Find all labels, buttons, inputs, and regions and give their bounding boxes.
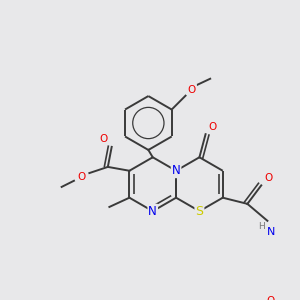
Text: O: O — [77, 172, 86, 182]
Text: H: H — [258, 223, 265, 232]
Text: N: N — [267, 226, 275, 237]
Text: N: N — [148, 205, 157, 218]
Text: O: O — [264, 173, 272, 184]
Text: O: O — [266, 296, 274, 300]
Text: O: O — [77, 172, 86, 182]
Text: O: O — [100, 134, 108, 144]
Text: O: O — [264, 173, 272, 184]
Text: N: N — [267, 226, 275, 237]
Text: O: O — [188, 85, 196, 94]
Text: O: O — [266, 296, 274, 300]
Text: O: O — [188, 85, 196, 94]
Text: H: H — [258, 223, 265, 232]
Text: S: S — [195, 205, 203, 218]
Text: O: O — [208, 122, 217, 132]
Text: N: N — [172, 164, 181, 177]
Text: O: O — [100, 134, 108, 144]
Text: O: O — [208, 122, 217, 132]
